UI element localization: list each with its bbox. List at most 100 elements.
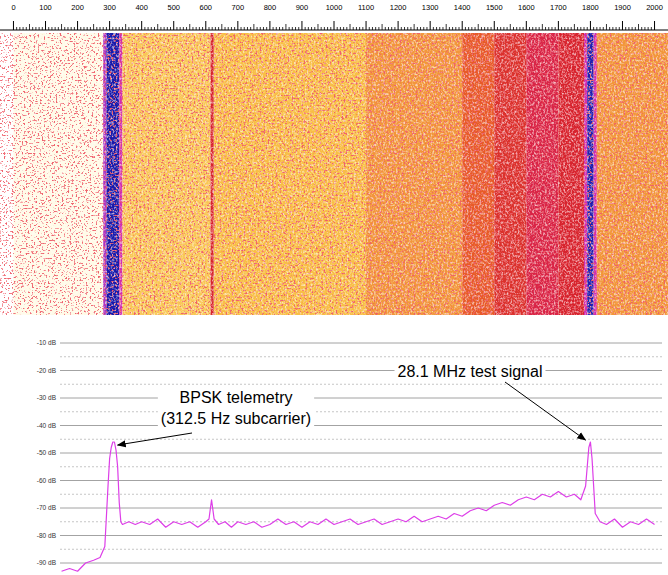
ruler-minor-tick: [167, 27, 168, 30]
figure: 0100200300400500600700800900100011001200…: [0, 0, 668, 575]
ruler-tick: [526, 21, 527, 30]
grid-line: [60, 370, 662, 371]
ruler-minor-tick: [625, 27, 626, 30]
ruler-minor-tick: [481, 27, 482, 30]
ruler-minor-tick: [529, 27, 530, 30]
ruler-minor-tick: [122, 27, 123, 30]
annotation-arrow: [505, 382, 585, 440]
ruler-label: 1500: [486, 3, 503, 12]
ruler-minor-tick: [475, 27, 476, 30]
ruler-minor-tick: [241, 27, 242, 30]
ruler-minor-tick: [414, 24, 415, 30]
ruler-minor-tick: [632, 27, 633, 30]
ruler-tick: [622, 21, 623, 30]
spectrum-plot: [62, 442, 655, 571]
ruler-minor-tick: [317, 24, 318, 30]
ruler-minor-tick: [523, 27, 524, 30]
ruler-tick: [558, 21, 559, 30]
ruler-minor-tick: [651, 27, 652, 30]
ruler-minor-tick: [350, 24, 351, 30]
annotations: BPSK telemetry(312.5 Hz subcarrier)28.1 …: [118, 362, 586, 445]
ruler-minor-tick: [234, 27, 235, 30]
ruler-minor-tick: [532, 27, 533, 30]
ruler-minor-tick: [183, 27, 184, 30]
ruler-minor-tick: [359, 27, 360, 30]
ruler-minor-tick: [298, 27, 299, 30]
ruler-minor-tick: [446, 24, 447, 30]
ruler-minor-tick: [644, 27, 645, 30]
minor-grid-line: [60, 411, 662, 412]
ruler-minor-tick: [648, 27, 649, 30]
ruler-minor-tick: [87, 27, 88, 30]
ruler-minor-tick: [321, 27, 322, 30]
ruler-label: 1300: [422, 3, 439, 12]
ruler-minor-tick: [535, 27, 536, 30]
annotation-text: (312.5 Hz subcarrier): [161, 410, 311, 427]
ruler-minor-tick: [369, 27, 370, 30]
ruler-minor-tick: [327, 27, 328, 30]
ruler-minor-tick: [160, 27, 161, 30]
ruler-minor-tick: [577, 27, 578, 30]
ruler-minor-tick: [420, 27, 421, 30]
ruler-label: 1700: [550, 3, 567, 12]
waterfall-speckle: [0, 33, 668, 315]
ruler-minor-tick: [519, 27, 520, 30]
ruler-label: 900: [296, 3, 309, 12]
ruler-minor-tick: [199, 27, 200, 30]
grid-line: [60, 508, 662, 509]
ruler-minor-tick: [619, 27, 620, 30]
annotation-arrow: [118, 433, 192, 445]
ruler-minor-tick: [388, 27, 389, 30]
ruler-minor-tick: [330, 27, 331, 30]
ruler-minor-tick: [580, 27, 581, 30]
ruler-minor-tick: [96, 27, 97, 30]
ruler-tick: [366, 21, 367, 30]
annotation-text: 28.1 MHz test signal: [398, 363, 543, 380]
ruler-minor-tick: [61, 24, 62, 30]
ruler-minor-tick: [112, 27, 113, 30]
ruler-minor-tick: [571, 27, 572, 30]
y-tick-label: -40 dB: [37, 422, 56, 429]
ruler-minor-tick: [93, 24, 94, 30]
ruler-minor-tick: [295, 27, 296, 30]
ruler-label: 100: [39, 3, 52, 12]
frequency-ruler: 0100200300400500600700800900100011001200…: [0, 3, 668, 30]
ruler-minor-tick: [436, 27, 437, 30]
ruler-minor-tick: [29, 24, 30, 30]
ruler-label: 2000: [646, 3, 663, 12]
ruler-minor-tick: [555, 27, 556, 30]
ruler-minor-tick: [600, 27, 601, 30]
annotation: 28.1 MHz test signal: [395, 362, 586, 440]
ruler-minor-tick: [257, 27, 258, 30]
ruler-label: 1000: [326, 3, 343, 12]
ruler-label: 1200: [390, 3, 407, 12]
ruler-minor-tick: [308, 27, 309, 30]
ruler-minor-tick: [144, 27, 145, 30]
ruler-minor-tick: [343, 27, 344, 30]
ruler-minor-tick: [58, 27, 59, 30]
ruler-minor-tick: [55, 27, 56, 30]
ruler-minor-tick: [263, 27, 264, 30]
ruler-minor-tick: [90, 27, 91, 30]
ruler-label: 700: [232, 3, 245, 12]
ruler-minor-tick: [116, 27, 117, 30]
ruler-minor-tick: [628, 27, 629, 30]
ruler-minor-tick: [202, 27, 203, 30]
ruler-minor-tick: [64, 27, 65, 30]
grid-line: [60, 535, 662, 536]
ruler-minor-tick: [616, 27, 617, 30]
ruler-minor-tick: [346, 27, 347, 30]
ruler-minor-tick: [375, 27, 376, 30]
ruler-tick: [590, 21, 591, 30]
ruler-tick: [173, 21, 174, 30]
ruler-minor-tick: [404, 27, 405, 30]
ruler-minor-tick: [311, 27, 312, 30]
ruler-minor-tick: [189, 24, 190, 30]
ruler-minor-tick: [221, 24, 222, 30]
y-tick-label: -90 dB: [37, 559, 56, 566]
ruler-minor-tick: [247, 27, 248, 30]
ruler-tick: [494, 21, 495, 30]
ruler-minor-tick: [442, 27, 443, 30]
ruler-minor-tick: [584, 27, 585, 30]
ruler-minor-tick: [305, 27, 306, 30]
